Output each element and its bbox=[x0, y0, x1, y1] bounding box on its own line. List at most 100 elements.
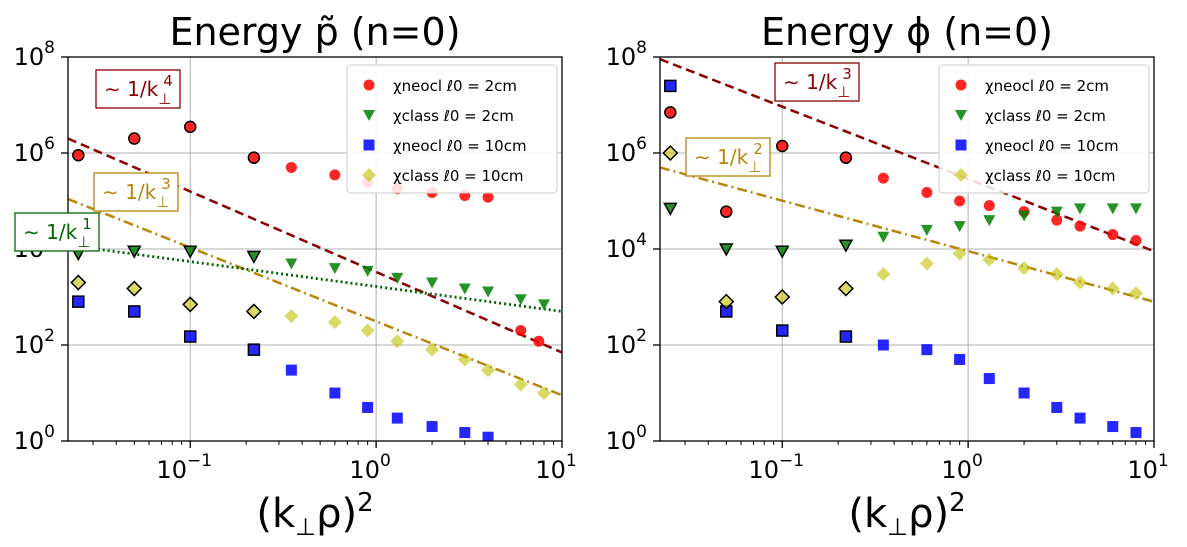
data-point bbox=[390, 334, 405, 349]
data-point bbox=[182, 245, 198, 259]
chart-title: Energy ϕ (n=0) bbox=[761, 10, 1053, 54]
data-point bbox=[284, 309, 299, 324]
data-point bbox=[774, 245, 790, 259]
data-point bbox=[664, 79, 677, 93]
data-point bbox=[425, 342, 440, 357]
data-point bbox=[983, 200, 995, 212]
annotation-box bbox=[774, 62, 860, 102]
annotation-2: ∼ 1/k⊥3 bbox=[93, 172, 179, 212]
data-point bbox=[718, 293, 735, 310]
data-point bbox=[329, 169, 341, 181]
data-point bbox=[877, 231, 890, 243]
data-point bbox=[482, 431, 494, 441]
y-tick-label: 108 bbox=[14, 38, 55, 71]
data-point bbox=[515, 325, 527, 337]
data-point bbox=[1074, 412, 1086, 424]
data-point bbox=[328, 263, 341, 275]
data-point bbox=[536, 386, 551, 400]
annotation-box bbox=[685, 137, 771, 177]
data-point bbox=[839, 330, 853, 343]
data-point bbox=[839, 151, 853, 164]
legend-marker bbox=[362, 168, 376, 182]
data-point bbox=[361, 265, 374, 277]
data-point bbox=[537, 299, 550, 311]
legend-label: χneocl ℓ0 = 2cm bbox=[985, 77, 1109, 95]
data-point bbox=[533, 335, 545, 347]
axes-frame bbox=[659, 56, 1155, 442]
fit-line-3 bbox=[68, 243, 562, 313]
data-point bbox=[774, 288, 791, 306]
data-point bbox=[285, 364, 297, 376]
annotation-box bbox=[93, 172, 179, 212]
data-point bbox=[457, 352, 472, 367]
legend-label: χneocl ℓ0 = 2cm bbox=[393, 77, 517, 95]
legend-label: χclass ℓ0 = 2cm bbox=[393, 107, 514, 125]
data-point bbox=[953, 221, 966, 233]
data-point bbox=[775, 139, 789, 153]
chart-panel-2: 10−1 100 101 100 102 104 106 108 Energy ϕ (n=0) (… bbox=[606, 10, 1169, 541]
data-point bbox=[1049, 267, 1064, 282]
legend-marker bbox=[955, 139, 967, 151]
x-tick-label: 100 bbox=[349, 451, 390, 484]
annotation-1: ∼ 1/k⊥4 bbox=[95, 69, 181, 109]
data-point bbox=[128, 132, 141, 145]
y-tick-label: 104 bbox=[606, 230, 647, 263]
x-tick-label: 100 bbox=[941, 451, 982, 484]
data-point bbox=[954, 353, 966, 365]
annotation-1: ∼ 1/k⊥3 bbox=[774, 62, 860, 102]
data-point bbox=[458, 283, 471, 295]
data-point bbox=[183, 330, 197, 343]
data-point bbox=[664, 106, 677, 119]
data-point bbox=[954, 195, 966, 207]
fit-line-2 bbox=[68, 197, 562, 397]
data-point bbox=[1107, 421, 1119, 433]
y-tick-label: 100 bbox=[14, 422, 55, 455]
data-point bbox=[1130, 235, 1142, 247]
x-tick-label: 101 bbox=[1127, 451, 1168, 484]
legend-label: χclass ℓ0 = 2cm bbox=[985, 107, 1106, 125]
data-point bbox=[720, 205, 733, 218]
fit-line-1 bbox=[660, 58, 1154, 253]
legend-marker bbox=[363, 110, 375, 121]
data-point bbox=[70, 274, 87, 291]
annotation-box bbox=[95, 69, 181, 109]
data-point bbox=[663, 202, 678, 217]
data-point bbox=[513, 377, 528, 392]
y-tick-label: 102 bbox=[14, 326, 55, 359]
data-point bbox=[1105, 281, 1120, 296]
fit-lines bbox=[660, 58, 1154, 303]
data-point bbox=[1073, 275, 1088, 290]
y-tick-label: 108 bbox=[606, 38, 647, 71]
data-point bbox=[426, 421, 438, 433]
annotation-text: ∼ 1/k⊥3 bbox=[783, 65, 852, 101]
data-point bbox=[919, 256, 934, 271]
data-point bbox=[1074, 203, 1087, 215]
data-point bbox=[1051, 214, 1063, 226]
annotation-2: ∼ 1/k⊥2 bbox=[685, 137, 771, 177]
data-point bbox=[391, 272, 404, 284]
legend-label: χclass ℓ0 = 10cm bbox=[393, 167, 523, 185]
y-tick-label: 102 bbox=[606, 326, 647, 359]
legend: χneocl ℓ0 = 2cm χclass ℓ0 = 2cm χneocl ℓ0 … bbox=[938, 64, 1150, 194]
data-point bbox=[182, 296, 199, 313]
data-point bbox=[1018, 387, 1030, 399]
data-point bbox=[514, 294, 527, 306]
legend-label: χneocl ℓ0 = 10cm bbox=[985, 137, 1119, 155]
data-point bbox=[1106, 203, 1119, 215]
legend-label: χclass ℓ0 = 10cm bbox=[985, 167, 1115, 185]
data-point bbox=[426, 277, 439, 289]
data-point bbox=[838, 239, 854, 253]
legend-marker bbox=[955, 110, 967, 121]
data-point bbox=[982, 252, 997, 267]
data-point bbox=[1050, 206, 1063, 218]
data-point bbox=[72, 148, 85, 162]
data-point bbox=[1107, 229, 1119, 241]
data-point bbox=[247, 151, 261, 164]
data-point bbox=[719, 243, 734, 257]
legend-frame bbox=[938, 64, 1150, 194]
data-point bbox=[921, 344, 933, 356]
data-point bbox=[983, 215, 996, 227]
annotation-text: ∼ 1/k⊥1 bbox=[23, 215, 92, 251]
